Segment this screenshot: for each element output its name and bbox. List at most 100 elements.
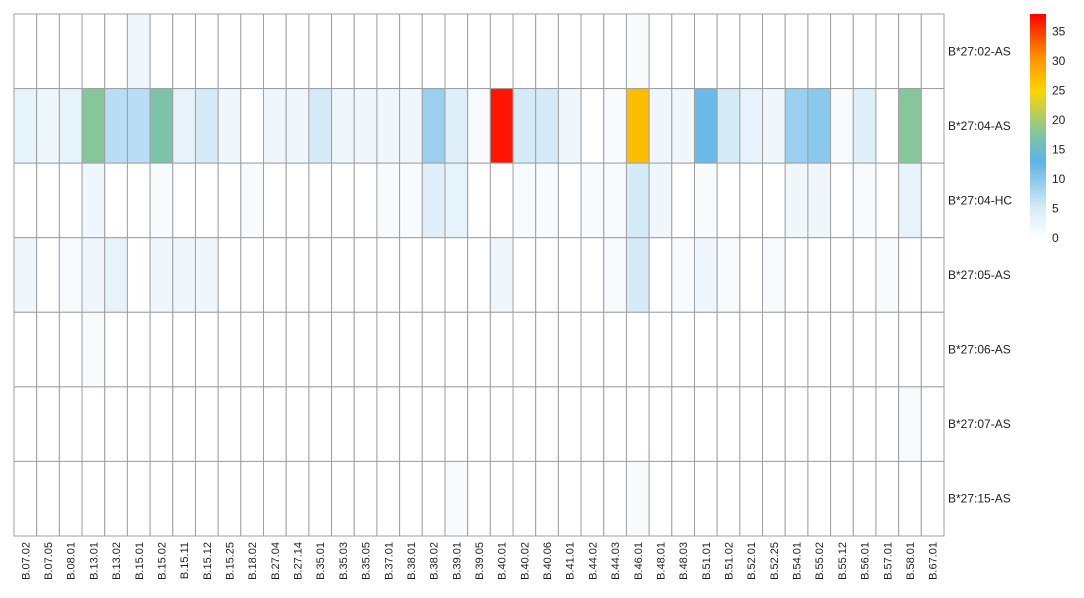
heatmap-cell	[762, 162, 786, 239]
x-tick-label: B.48.01	[655, 542, 667, 580]
heatmap-cell	[263, 311, 287, 388]
x-tick-label: B.44.03	[610, 542, 622, 580]
heatmap-cell	[671, 237, 695, 313]
heatmap-cell	[535, 386, 559, 462]
heatmap-cell	[81, 13, 106, 90]
heatmap-cell	[693, 162, 718, 239]
heatmap-cell	[898, 386, 922, 462]
heatmap-cell	[104, 237, 128, 313]
heatmap-cell	[444, 386, 469, 462]
heatmap-cell	[807, 386, 832, 462]
heatmap-cell	[580, 311, 605, 388]
heatmap-cell	[172, 88, 196, 164]
heatmap-cell	[807, 460, 832, 537]
heatmap-cell	[603, 162, 627, 239]
heatmap-cell	[830, 237, 854, 313]
heatmap-cell	[875, 13, 900, 90]
heatmap-cell	[376, 311, 401, 388]
heatmap-cell	[126, 162, 151, 239]
heatmap-cell	[81, 237, 106, 313]
heatmap-cell	[444, 13, 469, 90]
heatmap-cell	[807, 13, 832, 90]
heatmap-cell	[603, 460, 627, 537]
heatmap-cell	[852, 386, 877, 462]
heatmap-cell	[557, 311, 582, 388]
heatmap-cell	[557, 460, 582, 537]
legend-tick-label: 5	[1052, 202, 1059, 216]
x-tick-label: B.39.01	[451, 542, 463, 580]
x-tick-label: B.08.01	[66, 542, 78, 580]
heatmap-cell	[671, 88, 695, 164]
heatmap-cell	[875, 311, 900, 388]
heatmap-cell	[830, 311, 854, 388]
heatmap-cell	[603, 311, 627, 388]
heatmap-cell	[331, 162, 355, 239]
heatmap-cell	[240, 386, 265, 462]
x-tick-label: B.40.01	[497, 542, 509, 580]
heatmap-cell	[648, 311, 673, 388]
heatmap-cell	[13, 88, 38, 164]
heatmap-cell	[240, 311, 265, 388]
heatmap-cell	[444, 237, 469, 313]
heatmap-cell	[716, 13, 741, 90]
heatmap-cell	[580, 237, 605, 313]
x-tick-label: B.52.01	[746, 542, 758, 580]
heatmap-cell	[671, 162, 695, 239]
heatmap-cell	[36, 460, 60, 537]
heatmap-cell	[807, 311, 832, 388]
heatmap-cell	[716, 311, 741, 388]
heatmap-cell	[739, 162, 764, 239]
heatmap-cell	[784, 386, 809, 462]
heatmap-cell	[875, 460, 900, 537]
heatmap-cell	[580, 162, 605, 239]
heatmap-cell	[353, 460, 378, 537]
x-tick-label: B.38.01	[406, 542, 418, 580]
heatmap-cell	[693, 460, 718, 537]
heatmap-cell	[762, 386, 786, 462]
heatmap-cell	[104, 460, 128, 537]
heatmap-cell	[376, 162, 401, 239]
heatmap-cell	[807, 237, 832, 313]
heatmap-cell	[285, 460, 310, 537]
heatmap-cell	[648, 386, 673, 462]
heatmap-cell	[467, 13, 491, 90]
heatmap-cell	[36, 311, 60, 388]
y-tick-label: B*27:15-AS	[948, 492, 1011, 506]
heatmap-cell	[535, 88, 559, 164]
heatmap-cell	[58, 13, 83, 90]
legend-tick-label: 10	[1052, 172, 1066, 186]
heatmap-cell	[285, 386, 310, 462]
heatmap-cell	[58, 237, 83, 313]
heatmap-cell	[535, 162, 559, 239]
heatmap-cell	[126, 88, 151, 164]
heatmap-cell	[331, 88, 355, 164]
heatmap-cell	[376, 460, 401, 537]
heatmap-cell	[648, 460, 673, 537]
heatmap-cell	[716, 237, 741, 313]
heatmap-cell	[920, 460, 945, 537]
x-tick-label: B.41.01	[565, 542, 577, 580]
heatmap-cell	[512, 13, 537, 90]
heatmap-cell	[762, 237, 786, 313]
heatmap-cell	[784, 13, 809, 90]
y-tick-label: B*27:07-AS	[948, 417, 1011, 431]
heatmap-cell	[331, 13, 355, 90]
heatmap-cell	[58, 460, 83, 537]
heatmap-cell	[920, 386, 945, 462]
heatmap-cell	[194, 88, 219, 164]
heatmap-cell	[557, 237, 582, 313]
heatmap-cell	[603, 13, 627, 90]
heatmap-cell	[36, 88, 60, 164]
x-tick-label: B.48.03	[678, 542, 690, 580]
x-tick-label: B.57.01	[882, 542, 894, 580]
heatmap-cell	[240, 460, 265, 537]
heatmap-cells	[13, 13, 945, 537]
heatmap-cell	[580, 386, 605, 462]
heatmap-cell	[308, 88, 333, 164]
heatmap-cell	[399, 237, 423, 313]
heatmap-cell	[172, 311, 196, 388]
heatmap-cell	[399, 13, 423, 90]
legend-tick-label: 0	[1052, 231, 1059, 245]
heatmap-cell	[331, 460, 355, 537]
